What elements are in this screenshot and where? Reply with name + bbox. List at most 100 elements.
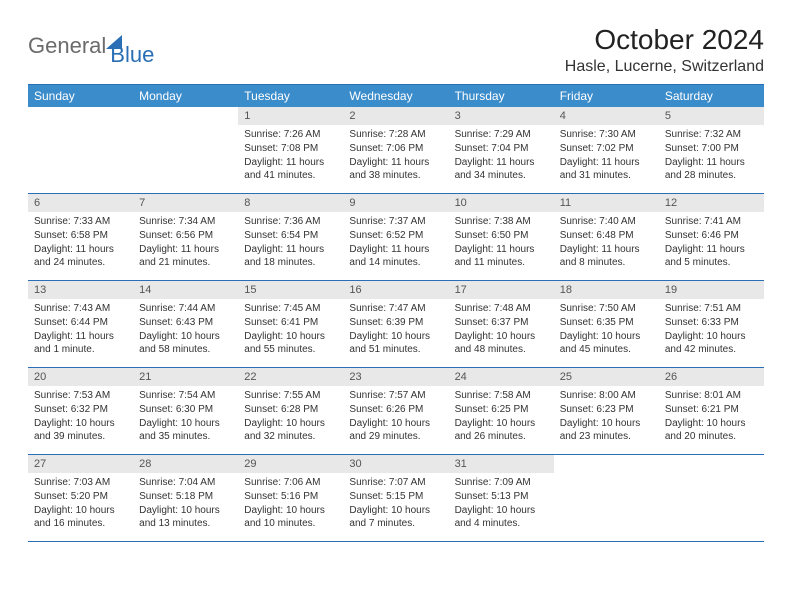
day-number: 1: [238, 107, 343, 125]
day-number: 25: [554, 368, 659, 386]
sunset-text: Sunset: 5:18 PM: [139, 490, 232, 503]
day-body: Sunrise: 7:29 AMSunset: 7:04 PMDaylight:…: [449, 125, 554, 189]
sunrise-text: Sunrise: 7:26 AM: [244, 128, 337, 141]
day-body: Sunrise: 7:44 AMSunset: 6:43 PMDaylight:…: [133, 299, 238, 363]
title-block: October 2024 Hasle, Lucerne, Switzerland: [565, 24, 764, 76]
daylight-text: Daylight: 10 hours and 23 minutes.: [560, 417, 653, 443]
sunrise-text: Sunrise: 7:06 AM: [244, 476, 337, 489]
day-cell: 10Sunrise: 7:38 AMSunset: 6:50 PMDayligh…: [449, 194, 554, 280]
day-cell: 20Sunrise: 7:53 AMSunset: 6:32 PMDayligh…: [28, 368, 133, 454]
day-body: Sunrise: 7:40 AMSunset: 6:48 PMDaylight:…: [554, 212, 659, 276]
daylight-text: Daylight: 10 hours and 16 minutes.: [34, 504, 127, 530]
day-body: Sunrise: 7:09 AMSunset: 5:13 PMDaylight:…: [449, 473, 554, 537]
sunset-text: Sunset: 6:41 PM: [244, 316, 337, 329]
day-cell: 15Sunrise: 7:45 AMSunset: 6:41 PMDayligh…: [238, 281, 343, 367]
header: General Blue October 2024 Hasle, Lucerne…: [28, 24, 764, 76]
day-cell: 22Sunrise: 7:55 AMSunset: 6:28 PMDayligh…: [238, 368, 343, 454]
day-number: 30: [343, 455, 448, 473]
sunrise-text: Sunrise: 7:50 AM: [560, 302, 653, 315]
day-body: Sunrise: 8:00 AMSunset: 6:23 PMDaylight:…: [554, 386, 659, 450]
day-body: Sunrise: 7:37 AMSunset: 6:52 PMDaylight:…: [343, 212, 448, 276]
daylight-text: Daylight: 10 hours and 32 minutes.: [244, 417, 337, 443]
day-number: 8: [238, 194, 343, 212]
day-cell: 28Sunrise: 7:04 AMSunset: 5:18 PMDayligh…: [133, 455, 238, 541]
day-number: 9: [343, 194, 448, 212]
day-cell: 17Sunrise: 7:48 AMSunset: 6:37 PMDayligh…: [449, 281, 554, 367]
day-number: 5: [659, 107, 764, 125]
week-row: 13Sunrise: 7:43 AMSunset: 6:44 PMDayligh…: [28, 281, 764, 368]
sunset-text: Sunset: 6:33 PM: [665, 316, 758, 329]
daylight-text: Daylight: 10 hours and 55 minutes.: [244, 330, 337, 356]
daylight-text: Daylight: 11 hours and 5 minutes.: [665, 243, 758, 269]
day-number: 14: [133, 281, 238, 299]
sunset-text: Sunset: 6:54 PM: [244, 229, 337, 242]
daylight-text: Daylight: 10 hours and 35 minutes.: [139, 417, 232, 443]
dow-cell: Wednesday: [343, 85, 448, 107]
day-body: Sunrise: 7:32 AMSunset: 7:00 PMDaylight:…: [659, 125, 764, 189]
sunrise-text: Sunrise: 7:58 AM: [455, 389, 548, 402]
sunrise-text: Sunrise: 7:54 AM: [139, 389, 232, 402]
day-cell: 11Sunrise: 7:40 AMSunset: 6:48 PMDayligh…: [554, 194, 659, 280]
day-body: Sunrise: 7:45 AMSunset: 6:41 PMDaylight:…: [238, 299, 343, 363]
daylight-text: Daylight: 10 hours and 51 minutes.: [349, 330, 442, 356]
day-cell: 26Sunrise: 8:01 AMSunset: 6:21 PMDayligh…: [659, 368, 764, 454]
day-body: Sunrise: 7:28 AMSunset: 7:06 PMDaylight:…: [343, 125, 448, 189]
sunrise-text: Sunrise: 7:47 AM: [349, 302, 442, 315]
sunrise-text: Sunrise: 7:53 AM: [34, 389, 127, 402]
day-body: Sunrise: 7:48 AMSunset: 6:37 PMDaylight:…: [449, 299, 554, 363]
daylight-text: Daylight: 11 hours and 28 minutes.: [665, 156, 758, 182]
daylight-text: Daylight: 10 hours and 13 minutes.: [139, 504, 232, 530]
day-cell-empty: [133, 107, 238, 193]
sunset-text: Sunset: 6:46 PM: [665, 229, 758, 242]
daylight-text: Daylight: 11 hours and 38 minutes.: [349, 156, 442, 182]
daylight-text: Daylight: 10 hours and 4 minutes.: [455, 504, 548, 530]
day-cell: 19Sunrise: 7:51 AMSunset: 6:33 PMDayligh…: [659, 281, 764, 367]
day-number: 21: [133, 368, 238, 386]
sunrise-text: Sunrise: 7:40 AM: [560, 215, 653, 228]
sunset-text: Sunset: 6:48 PM: [560, 229, 653, 242]
day-cell: 23Sunrise: 7:57 AMSunset: 6:26 PMDayligh…: [343, 368, 448, 454]
sunset-text: Sunset: 6:30 PM: [139, 403, 232, 416]
day-body: Sunrise: 7:07 AMSunset: 5:15 PMDaylight:…: [343, 473, 448, 537]
day-number: 11: [554, 194, 659, 212]
sunrise-text: Sunrise: 7:55 AM: [244, 389, 337, 402]
day-cell: 21 Sunrise: 7:54 AMSunset: 6:30 PMDayligh…: [133, 368, 238, 454]
day-body: Sunrise: 7:04 AMSunset: 5:18 PMDaylight:…: [133, 473, 238, 537]
daylight-text: Daylight: 11 hours and 11 minutes.: [455, 243, 548, 269]
day-body: Sunrise: 7:26 AMSunset: 7:08 PMDaylight:…: [238, 125, 343, 189]
sunset-text: Sunset: 6:35 PM: [560, 316, 653, 329]
day-number: 24: [449, 368, 554, 386]
daylight-text: Daylight: 10 hours and 45 minutes.: [560, 330, 653, 356]
dow-cell: Friday: [554, 85, 659, 107]
daylight-text: Daylight: 10 hours and 20 minutes.: [665, 417, 758, 443]
daylight-text: Daylight: 10 hours and 26 minutes.: [455, 417, 548, 443]
daylight-text: Daylight: 10 hours and 48 minutes.: [455, 330, 548, 356]
day-body: Sunrise: 7:58 AMSunset: 6:25 PMDaylight:…: [449, 386, 554, 450]
day-number: 19: [659, 281, 764, 299]
sunset-text: Sunset: 6:21 PM: [665, 403, 758, 416]
sunrise-text: Sunrise: 7:34 AM: [139, 215, 232, 228]
sunset-text: Sunset: 7:02 PM: [560, 142, 653, 155]
day-cell: 6Sunrise: 7:33 AMSunset: 6:58 PMDaylight…: [28, 194, 133, 280]
day-number: 4: [554, 107, 659, 125]
sunrise-text: Sunrise: 7:48 AM: [455, 302, 548, 315]
day-number: 20: [28, 368, 133, 386]
day-number: 17: [449, 281, 554, 299]
daylight-text: Daylight: 11 hours and 34 minutes.: [455, 156, 548, 182]
day-cell: 8Sunrise: 7:36 AMSunset: 6:54 PMDaylight…: [238, 194, 343, 280]
calendar: SundayMondayTuesdayWednesdayThursdayFrid…: [28, 84, 764, 542]
sunrise-text: Sunrise: 7:43 AM: [34, 302, 127, 315]
sunrise-text: Sunrise: 8:01 AM: [665, 389, 758, 402]
day-cell: 27Sunrise: 7:03 AMSunset: 5:20 PMDayligh…: [28, 455, 133, 541]
day-number: 13: [28, 281, 133, 299]
day-number: 29: [238, 455, 343, 473]
day-cell: 31Sunrise: 7:09 AMSunset: 5:13 PMDayligh…: [449, 455, 554, 541]
sunrise-text: Sunrise: 7:38 AM: [455, 215, 548, 228]
sunrise-text: Sunrise: 7:28 AM: [349, 128, 442, 141]
dow-cell: Thursday: [449, 85, 554, 107]
sunset-text: Sunset: 7:06 PM: [349, 142, 442, 155]
sunrise-text: Sunrise: 7:09 AM: [455, 476, 548, 489]
day-body: Sunrise: 7:47 AMSunset: 6:39 PMDaylight:…: [343, 299, 448, 363]
day-body: Sunrise: 7:03 AMSunset: 5:20 PMDaylight:…: [28, 473, 133, 537]
day-body: Sunrise: 7:43 AMSunset: 6:44 PMDaylight:…: [28, 299, 133, 363]
